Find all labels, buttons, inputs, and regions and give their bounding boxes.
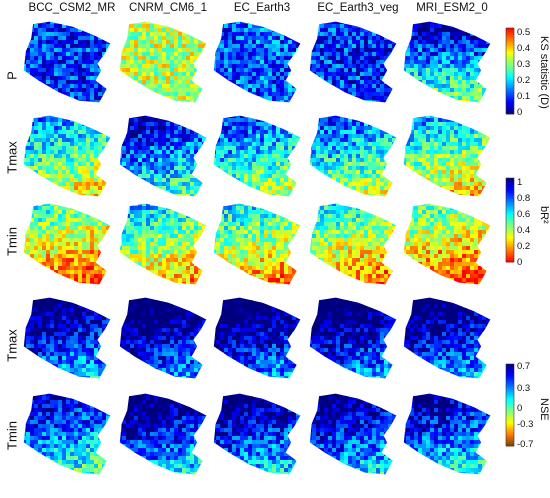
map-panel [23,21,111,103]
map-panel [23,393,111,475]
map-panel [403,115,491,197]
map-panel [119,21,207,103]
map-panel [309,115,397,197]
colorbar-tick: 0.2 [517,241,531,252]
row-label: Tmax [4,329,20,362]
map-panel [23,115,111,197]
row-label: Tmax [4,141,20,174]
row-label: Tmin [4,227,20,256]
map-panel [119,393,207,475]
map-panel [23,297,111,379]
column-title: BCC_CSM2_MR [28,2,116,14]
colorbar-title: bR² [538,206,550,224]
colorbar-tick: 0 [517,107,523,118]
column-title: EC_Earth3 [233,2,291,14]
map-panel [403,203,491,285]
map-panel [213,297,301,379]
map-panel [119,203,207,285]
colorbar-tick: 0 [517,257,523,268]
colorbar-tick: 0.4 [517,43,531,54]
colorbar [505,27,515,115]
map-panel [309,21,397,103]
column-title: EC_Earth3_veg [317,2,399,14]
column-title: CNRM_CM6_1 [129,2,207,14]
map-panel [403,21,491,103]
colorbar-tick: 1 [517,177,523,188]
colorbar-title: NSE [538,398,550,421]
colorbar [505,363,515,447]
map-panel [213,21,301,103]
row-label: Tmin [4,421,20,450]
map-panel [213,115,301,197]
colorbar-tick: 0.1 [517,91,531,102]
map-panel [309,203,397,285]
map-panel [119,297,207,379]
map-panel [403,393,491,475]
colorbar-tick: 0.6 [517,209,531,220]
colorbar-tick: 0.8 [517,193,531,204]
map-panel [213,203,301,285]
colorbar-tick: 0 [517,403,523,414]
colorbar-tick: 0.3 [517,59,531,70]
map-panel [213,393,301,475]
colorbar-tick: -0.3 [517,419,534,430]
map-panel [309,393,397,475]
colorbar-tick: -0.7 [517,439,534,450]
colorbar-tick: 0.3 [517,383,531,394]
map-panel [119,115,207,197]
colorbar-title: KS statistic (D) [538,36,550,109]
row-label: P [4,71,20,80]
colorbar-tick: 0.2 [517,75,531,86]
colorbar-tick: 0.7 [517,361,531,372]
map-panel [23,203,111,285]
column-title: MRI_ESM2_0 [416,2,488,14]
colorbar-tick: 0.4 [517,225,531,236]
colorbar [505,177,515,263]
map-panel [403,297,491,379]
map-panel [309,297,397,379]
colorbar-tick: 0.5 [517,27,531,38]
